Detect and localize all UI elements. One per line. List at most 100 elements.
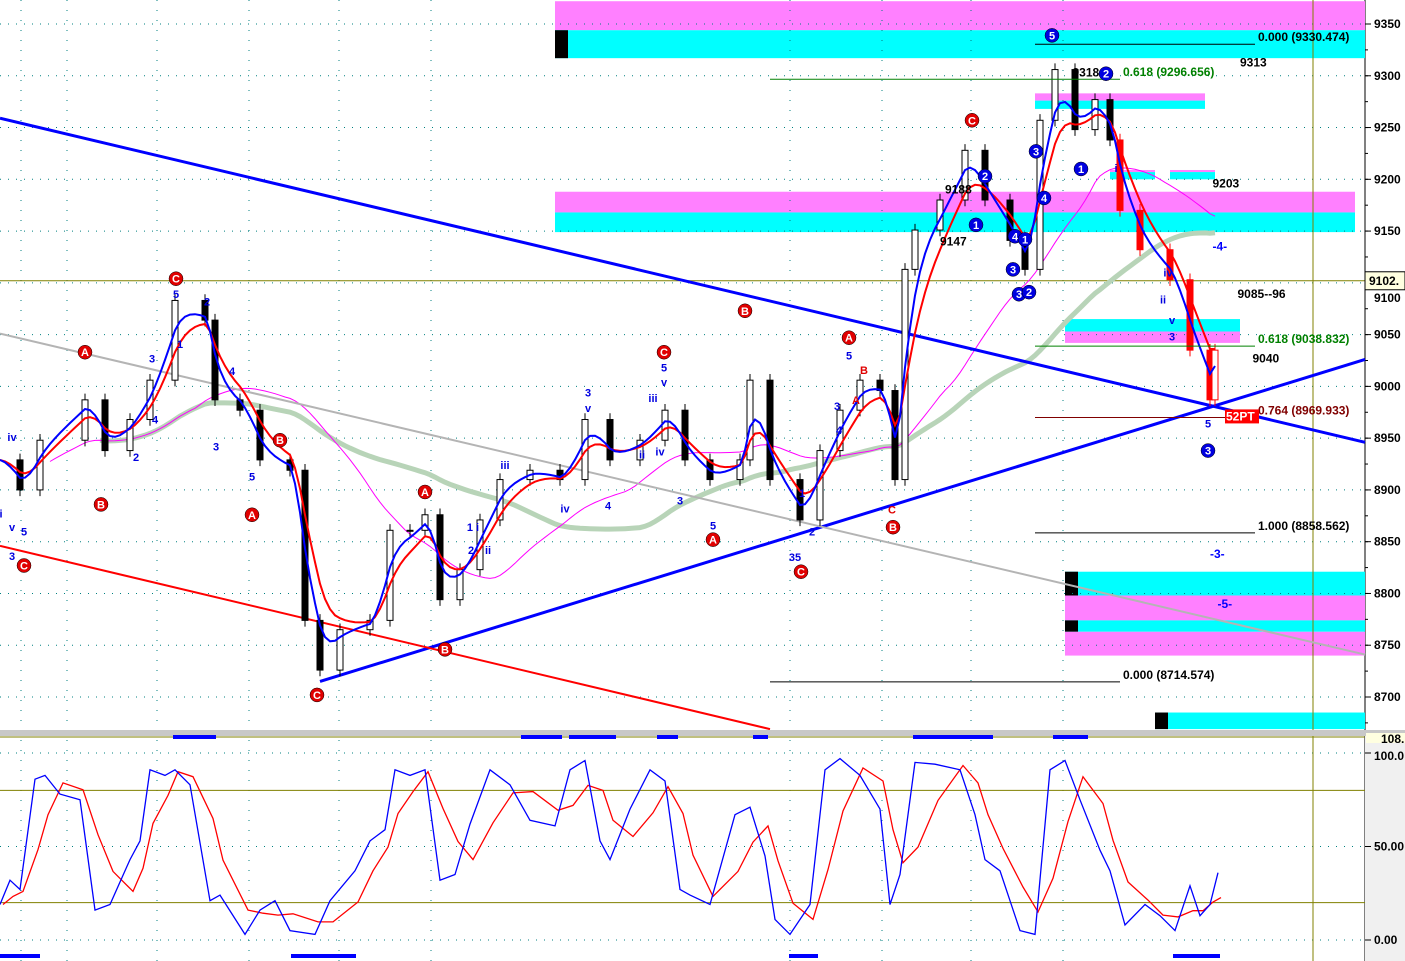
wave-label-circle <box>656 344 672 360</box>
wave-label-group: 1 <box>799 488 805 500</box>
wave-label: 5 <box>21 526 27 538</box>
wave-label: C <box>313 690 321 702</box>
axis-tick-label: 8850 <box>1374 535 1401 549</box>
wave-label: C <box>660 347 668 359</box>
wave-label-group: ii <box>639 450 645 462</box>
wave-label-group: v <box>585 403 592 415</box>
wave-label-group: v <box>1169 315 1176 327</box>
wave-label-group: ii <box>1160 294 1166 306</box>
wave-label: 1 <box>177 339 183 351</box>
wave-label-group: v <box>661 377 668 389</box>
wave-label-group: B <box>272 432 288 448</box>
wave-label-group: A <box>77 344 93 360</box>
price-axis[interactable]: 9350 9300 9250 9200 9150 9100 9050 9000 8950 8900… <box>1364 0 1405 961</box>
candle <box>316 619 324 671</box>
price-note-group: 52PT <box>1225 409 1259 424</box>
wave-label-group: 4 <box>605 500 612 512</box>
signal-marker <box>913 735 993 739</box>
wave-label-circle <box>437 642 453 657</box>
wave-label: ii <box>639 450 645 462</box>
wave-label-group: C <box>793 564 809 579</box>
candle <box>1051 69 1059 121</box>
wave-label-group: 5 <box>1044 28 1060 43</box>
wave-label: iv <box>1163 267 1173 279</box>
wave-label: 2 <box>982 171 988 183</box>
candle <box>766 379 774 481</box>
note-box <box>1225 409 1259 424</box>
last-price-label: 9102. <box>1369 274 1399 288</box>
target-zone <box>1065 620 1365 632</box>
wave-label-circle <box>93 497 109 512</box>
wave-label-group: B <box>737 303 753 319</box>
wave-label-group: 2 <box>1098 66 1114 81</box>
candle <box>816 450 824 521</box>
candle <box>406 529 414 532</box>
wave-label-group: 2 <box>977 168 993 184</box>
wave-label: C <box>968 115 976 127</box>
candle <box>336 629 344 671</box>
wave-label-group: v <box>9 522 16 534</box>
wave-label: 4 <box>605 500 612 512</box>
wave-label-group: B <box>437 642 453 657</box>
signal-marker <box>291 954 356 958</box>
wave-label: 2 <box>204 296 210 308</box>
axis-tick-label: 9350 <box>1374 17 1401 31</box>
wave-label: 3 <box>1016 289 1022 301</box>
wave-label: 5 <box>1049 30 1055 42</box>
stochastic-axis-label: 0.00 <box>1374 933 1398 947</box>
axis-tick-label: 9200 <box>1374 172 1401 186</box>
zone-marker <box>1155 712 1168 730</box>
wave-label-circle <box>1044 28 1060 43</box>
wave-label-group: 4 <box>229 366 236 378</box>
signal-marker <box>173 735 216 739</box>
wave-label-group: C <box>309 687 325 703</box>
wave-label: 1 <box>973 220 979 232</box>
fast-moving-average <box>0 100 1216 643</box>
axis-tick-label: 9050 <box>1374 328 1401 342</box>
wave-label: 5 <box>661 363 667 375</box>
wave-label: B <box>97 499 105 511</box>
wave-label-circle <box>417 484 433 500</box>
wave-label: 1 <box>1078 164 1084 176</box>
wave-label: iv <box>655 447 665 459</box>
axis-tick-label: 9250 <box>1374 121 1401 135</box>
wave-label-group: iv <box>560 504 570 516</box>
fib-level-label: 0.618 (9038.832) <box>1258 332 1349 346</box>
wave-label-group: iv <box>655 447 665 459</box>
signal-marker <box>657 735 678 739</box>
wave-label-group: 2 <box>204 296 210 308</box>
wave-label-group: 4 <box>152 415 159 427</box>
wave-label-circle <box>244 507 260 523</box>
stochastic-panel[interactable]: 108. 100.0 50.00 0.00 <box>0 730 1405 961</box>
wave-label: C <box>20 561 28 573</box>
price-panel[interactable]: 0.000 (9330.474) 0.618 (9296.656) 0.618 (9… <box>0 0 1366 961</box>
wave-label: 4 <box>152 415 159 427</box>
candle <box>211 319 219 401</box>
wave-label-circle <box>1098 66 1114 81</box>
wave-label-group: 2 <box>468 545 474 557</box>
target-zone <box>1110 172 1155 180</box>
wave-label: B <box>741 306 749 318</box>
wave-label: 5 <box>173 289 179 301</box>
wave-label-circle <box>1017 232 1033 247</box>
wave-label-group: iii <box>500 460 509 472</box>
candle <box>126 419 134 452</box>
axis-tick-label: 8800 <box>1374 586 1401 600</box>
wave-label-group: 3 <box>585 388 591 400</box>
candle <box>146 379 154 421</box>
wave-label-group: i <box>0 509 3 521</box>
target-zone <box>1035 93 1205 101</box>
target-zone <box>1065 595 1365 621</box>
wave-label-group: A <box>705 532 721 547</box>
wave-label-circle <box>1028 144 1044 159</box>
price-note-group: 9040 <box>1253 351 1280 365</box>
wave-label-group: 5 <box>21 526 27 538</box>
wave-label-circle <box>16 558 32 573</box>
wave-label: 3 <box>213 441 219 453</box>
candle <box>256 409 264 461</box>
wave-label: i <box>0 509 3 521</box>
wave-label-group: iv <box>1163 267 1173 279</box>
price-note: -3- <box>1210 547 1225 561</box>
wave-label-group: ii <box>485 545 491 557</box>
